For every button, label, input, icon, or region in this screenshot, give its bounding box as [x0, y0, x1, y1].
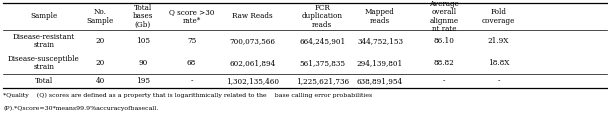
- Text: 68: 68: [187, 59, 196, 67]
- Text: 561,375,835: 561,375,835: [299, 59, 345, 67]
- Text: -: -: [443, 77, 445, 85]
- Text: 1,302,135,460: 1,302,135,460: [226, 77, 279, 85]
- Text: -: -: [497, 77, 500, 85]
- Text: Sample: Sample: [30, 13, 57, 20]
- Text: 20: 20: [95, 37, 105, 45]
- Text: 700,073,566: 700,073,566: [229, 37, 275, 45]
- Text: 88.82: 88.82: [434, 59, 454, 67]
- Text: 18.8X: 18.8X: [488, 59, 510, 67]
- Text: -: -: [190, 77, 193, 85]
- Text: 664,245,901: 664,245,901: [299, 37, 345, 45]
- Text: 344,752,153: 344,752,153: [357, 37, 403, 45]
- Text: 294,139,801: 294,139,801: [357, 59, 403, 67]
- Text: 21.9X: 21.9X: [488, 37, 510, 45]
- Text: 195: 195: [136, 77, 150, 85]
- Text: PCR
duplication
reads: PCR duplication reads: [302, 4, 343, 29]
- Text: Total
bases
(Gb): Total bases (Gb): [133, 4, 153, 29]
- Text: Fold
coverage: Fold coverage: [482, 8, 515, 25]
- Text: 90: 90: [138, 59, 148, 67]
- Text: Mapped
reads: Mapped reads: [365, 8, 395, 25]
- Text: Q score >30
rate*: Q score >30 rate*: [169, 8, 214, 25]
- Text: 20: 20: [95, 59, 105, 67]
- Text: Total: Total: [35, 77, 53, 85]
- Text: 86.10: 86.10: [434, 37, 454, 45]
- Text: 40: 40: [95, 77, 105, 85]
- Text: 105: 105: [136, 37, 150, 45]
- Text: *Quality    (Q) scores are defined as a property that is logarithmically related: *Quality (Q) scores are defined as a pro…: [3, 92, 372, 98]
- Text: No.
Sample: No. Sample: [87, 8, 114, 25]
- Text: 638,891,954: 638,891,954: [357, 77, 403, 85]
- Text: Disease-susceptible
strain: Disease-susceptible strain: [8, 55, 80, 71]
- Text: 602,061,894: 602,061,894: [229, 59, 275, 67]
- Text: 75: 75: [187, 37, 196, 45]
- Text: (P).*Qscore=30*means99.9%accuracyofbasecall.: (P).*Qscore=30*means99.9%accuracyofbasec…: [3, 105, 159, 111]
- Text: Average
overall
alignme
nt rate: Average overall alignme nt rate: [429, 0, 459, 33]
- Text: Disease-resistant
strain: Disease-resistant strain: [13, 33, 75, 49]
- Text: Raw Reads: Raw Reads: [232, 13, 272, 20]
- Text: 1,225,621,736: 1,225,621,736: [295, 77, 349, 85]
